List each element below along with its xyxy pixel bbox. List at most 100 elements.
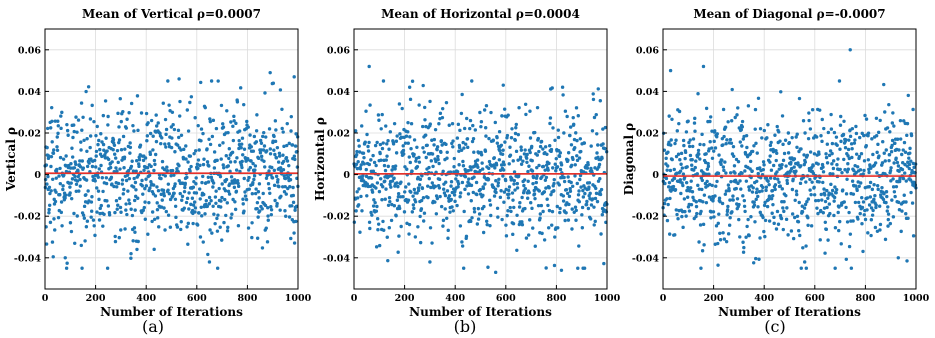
data-point bbox=[390, 179, 395, 183]
data-point bbox=[98, 206, 102, 211]
data-point bbox=[248, 165, 253, 170]
data-point bbox=[721, 143, 725, 147]
data-point bbox=[756, 171, 760, 176]
data-point bbox=[98, 211, 102, 216]
data-point bbox=[116, 111, 120, 116]
data-point bbox=[393, 167, 397, 171]
data-point bbox=[734, 157, 739, 162]
data-point bbox=[205, 147, 209, 151]
data-point bbox=[846, 154, 850, 158]
data-point bbox=[666, 202, 670, 207]
data-point bbox=[259, 154, 264, 159]
data-point bbox=[767, 219, 772, 223]
data-point bbox=[129, 207, 133, 211]
data-point bbox=[721, 231, 725, 235]
data-point bbox=[761, 185, 765, 190]
data-point bbox=[890, 143, 894, 148]
data-point bbox=[562, 131, 566, 135]
data-point bbox=[769, 140, 773, 145]
data-point bbox=[565, 191, 570, 196]
data-point bbox=[767, 182, 771, 187]
data-point bbox=[545, 152, 549, 156]
data-point bbox=[812, 193, 817, 197]
data-point bbox=[185, 196, 190, 201]
data-point bbox=[470, 139, 475, 144]
data-point bbox=[701, 222, 706, 227]
data-point bbox=[113, 239, 118, 244]
data-point bbox=[138, 143, 143, 147]
data-point bbox=[786, 131, 791, 135]
data-point bbox=[733, 115, 737, 120]
data-point bbox=[575, 181, 579, 186]
data-point bbox=[514, 149, 519, 154]
data-point bbox=[802, 260, 807, 264]
y-tick-label: 0.04 bbox=[636, 87, 660, 98]
panel-caption: (c) bbox=[764, 317, 785, 336]
data-point bbox=[104, 136, 108, 140]
data-point bbox=[451, 145, 455, 149]
data-point bbox=[869, 218, 874, 222]
data-point bbox=[76, 118, 81, 122]
data-point bbox=[466, 192, 471, 196]
data-point bbox=[744, 133, 749, 138]
data-point bbox=[285, 143, 289, 148]
data-point bbox=[504, 234, 509, 238]
data-point bbox=[253, 168, 257, 172]
data-point bbox=[208, 117, 212, 121]
data-point bbox=[718, 231, 722, 235]
data-point bbox=[873, 161, 878, 165]
data-point bbox=[900, 167, 905, 172]
data-point bbox=[220, 238, 224, 242]
data-point bbox=[157, 173, 162, 177]
data-point bbox=[601, 142, 605, 146]
data-point bbox=[443, 207, 447, 211]
data-point bbox=[571, 184, 575, 189]
data-point bbox=[49, 154, 54, 159]
data-point bbox=[515, 248, 519, 252]
data-point bbox=[715, 179, 719, 184]
data-point bbox=[830, 188, 835, 193]
data-point bbox=[274, 128, 278, 132]
data-point bbox=[806, 223, 810, 227]
data-point bbox=[84, 89, 88, 94]
data-point bbox=[194, 191, 199, 195]
data-point bbox=[544, 266, 548, 270]
data-point bbox=[837, 205, 841, 209]
data-point bbox=[834, 187, 839, 192]
data-point bbox=[836, 210, 840, 215]
data-point bbox=[821, 165, 825, 169]
data-point bbox=[113, 152, 117, 156]
y-tick-label: 0.06 bbox=[18, 45, 42, 56]
data-point bbox=[410, 79, 415, 83]
data-point bbox=[173, 150, 177, 154]
data-point bbox=[396, 250, 400, 254]
data-point bbox=[544, 186, 548, 190]
data-point bbox=[588, 191, 592, 196]
x-tick-label: 400 bbox=[754, 293, 774, 304]
data-point bbox=[727, 188, 731, 193]
data-point bbox=[478, 187, 483, 192]
data-point bbox=[496, 181, 501, 185]
data-point bbox=[259, 141, 264, 145]
data-point bbox=[420, 174, 424, 178]
data-point bbox=[262, 159, 266, 163]
data-point bbox=[495, 206, 500, 210]
data-point bbox=[215, 266, 220, 270]
data-point bbox=[859, 181, 863, 185]
data-point bbox=[813, 198, 818, 203]
data-point bbox=[523, 186, 528, 191]
x-tick-label: 600 bbox=[805, 293, 825, 304]
data-point bbox=[587, 181, 592, 185]
data-point bbox=[141, 208, 145, 212]
data-point bbox=[292, 231, 296, 235]
data-point bbox=[152, 158, 157, 163]
data-point bbox=[452, 165, 456, 169]
data-point bbox=[127, 111, 131, 115]
data-point bbox=[115, 148, 120, 153]
data-point bbox=[291, 200, 296, 205]
data-point bbox=[269, 208, 274, 212]
data-point bbox=[701, 200, 705, 204]
data-point bbox=[452, 156, 457, 161]
data-point bbox=[127, 198, 131, 202]
data-point bbox=[145, 166, 150, 170]
